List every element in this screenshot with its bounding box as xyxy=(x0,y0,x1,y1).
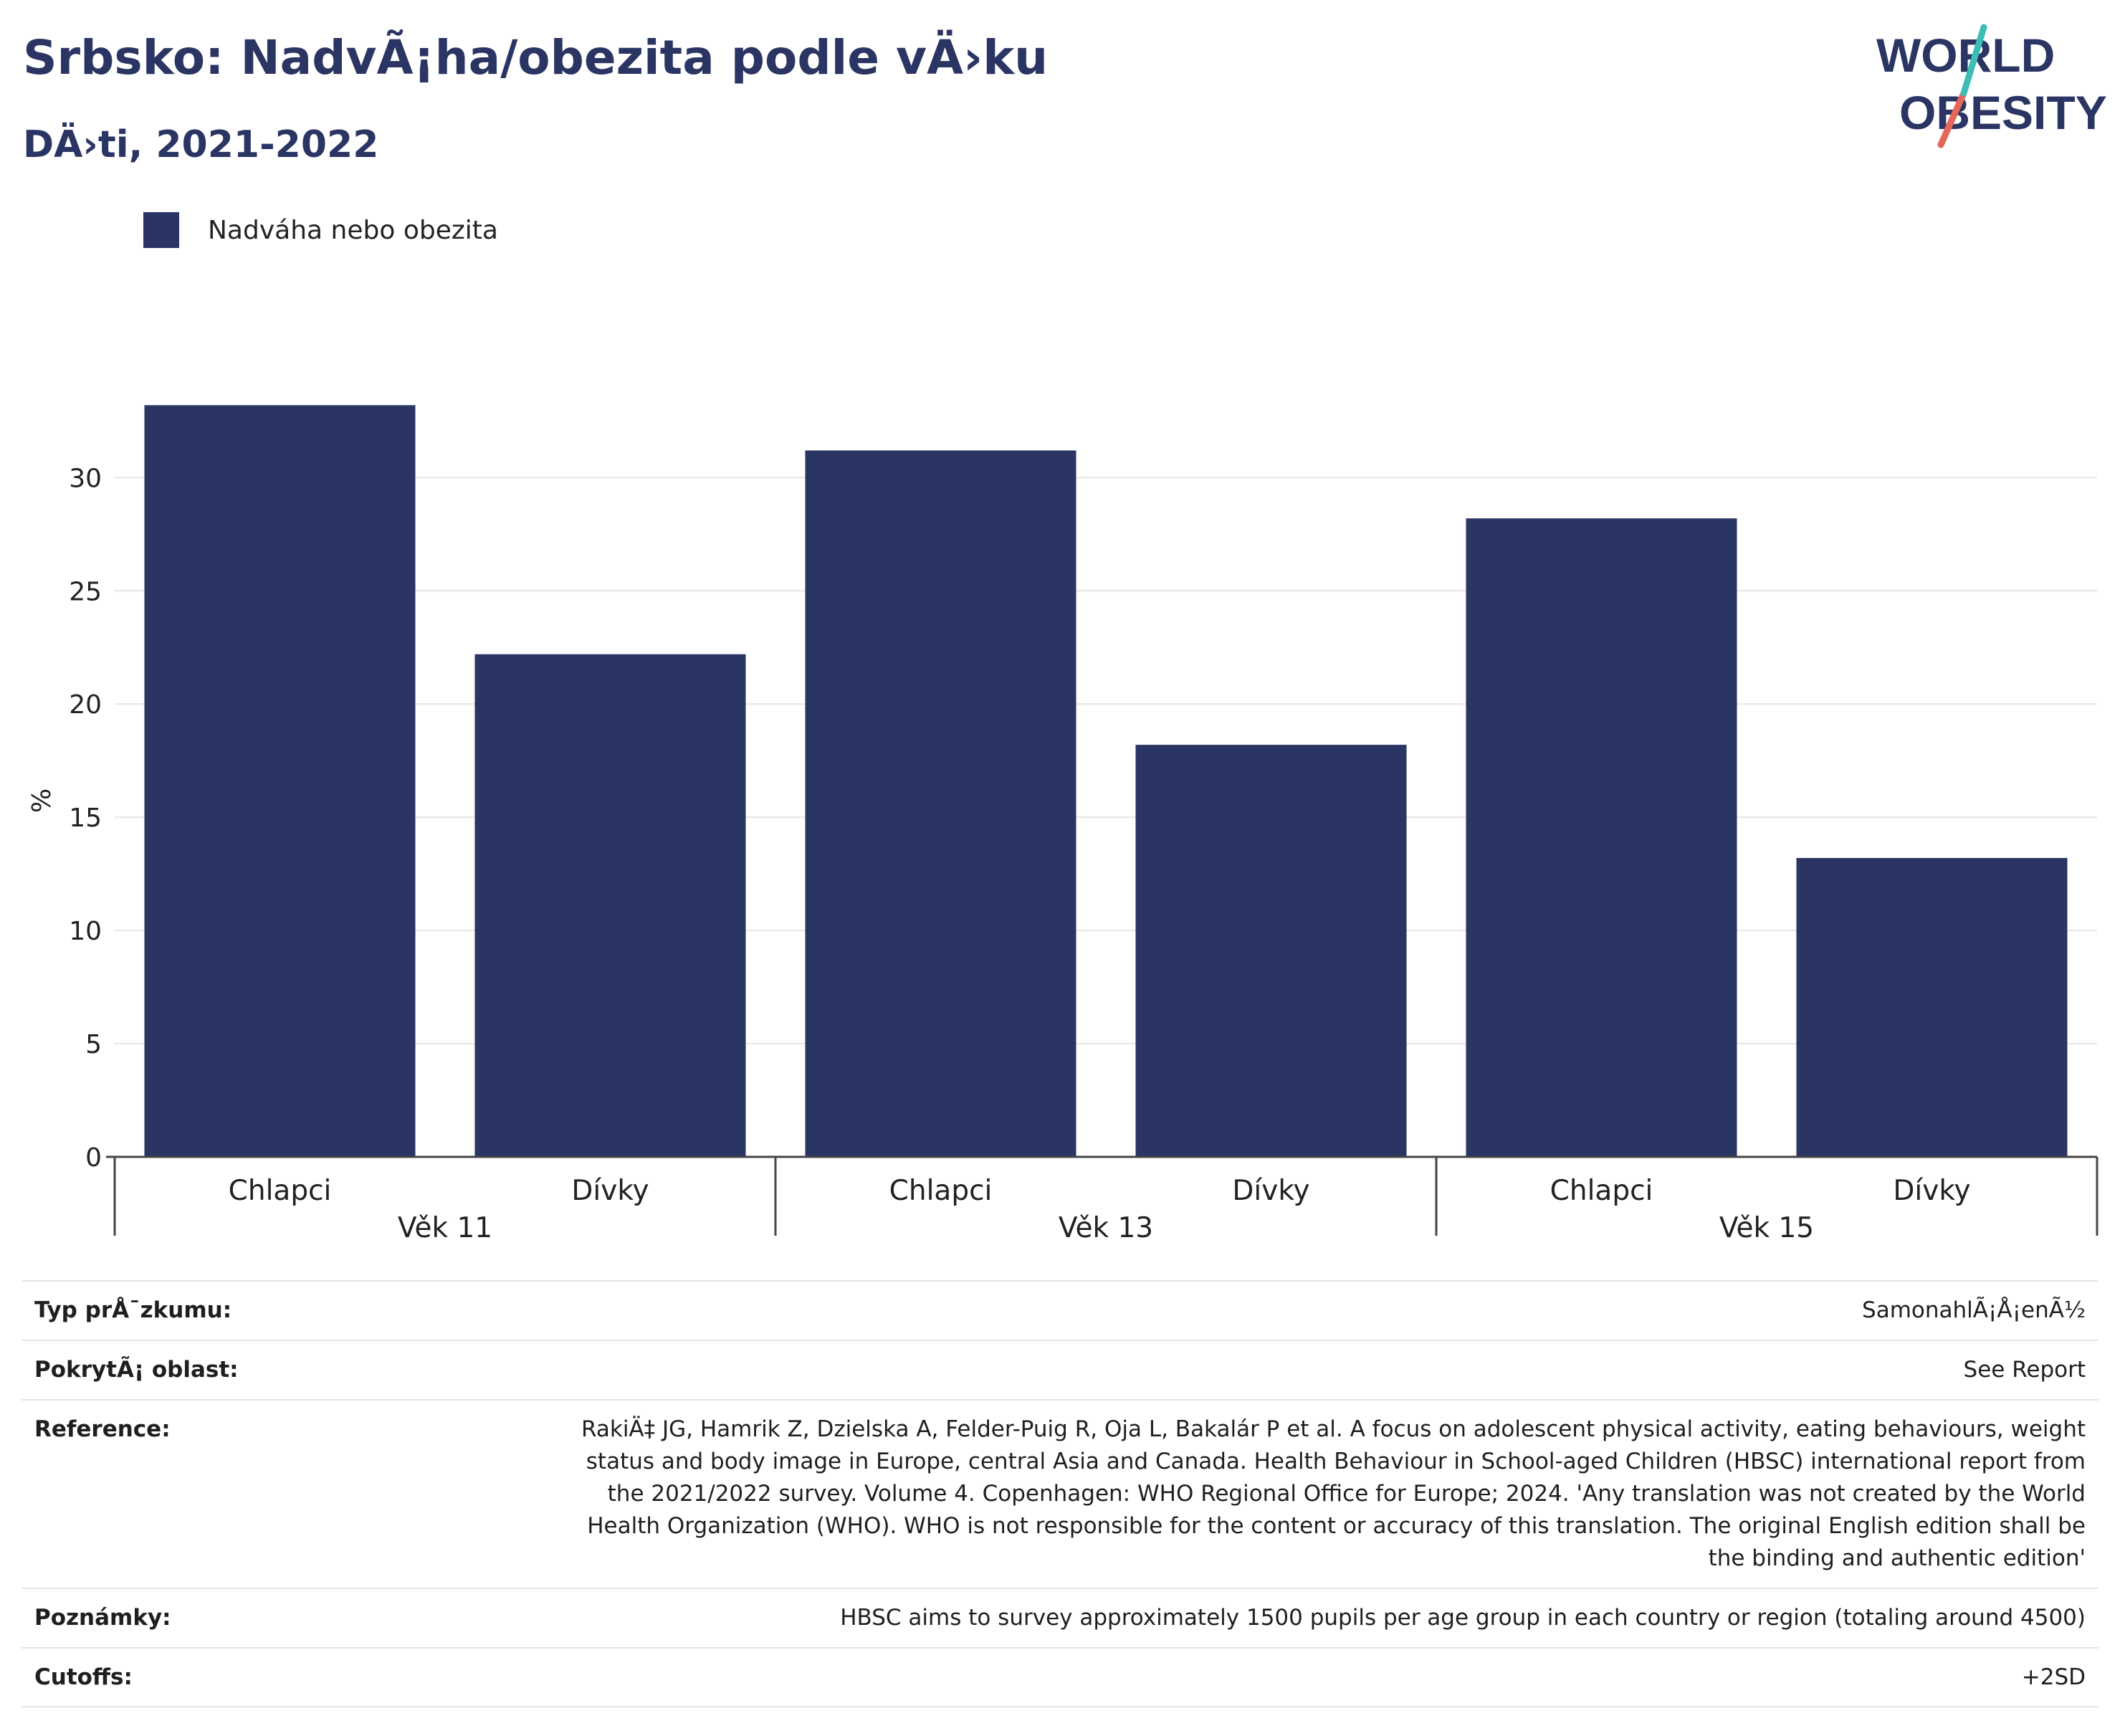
logo-line-2: OBESITY xyxy=(1899,86,2107,139)
y-tick-label: 15 xyxy=(69,803,102,833)
legend-label: Nadváha nebo obezita xyxy=(208,215,498,245)
bar xyxy=(1796,858,2068,1157)
x-category-label: Chlapci xyxy=(1550,1175,1653,1207)
bar xyxy=(1135,745,1407,1157)
info-key: PokrytÃ¡ oblast: xyxy=(22,1339,549,1400)
info-value: SamonahlÃ¡Å¡enÃ½ xyxy=(549,1280,2098,1340)
bar-chart: 0 5 10 15 20 25 30% Chlapci Dívky Chlapci Dívky Chl… xyxy=(27,405,2098,1244)
info-key: Typ prÅ¯zkumu: xyxy=(22,1280,549,1340)
info-value: +2SD xyxy=(549,1646,2098,1708)
info-key: Poznámky: xyxy=(22,1587,549,1648)
y-tick-label: 0 xyxy=(85,1143,102,1173)
y-tick-label: 25 xyxy=(69,577,102,606)
info-key: Cutoffs: xyxy=(22,1646,549,1708)
info-row: Typ prÅ¯zkumu: SamonahlÃ¡Å¡enÃ½ xyxy=(22,1280,2098,1340)
x-category-label: Chlapci xyxy=(889,1175,993,1207)
info-row: PokrytÃ¡ oblast: See Report xyxy=(22,1339,2098,1400)
y-tick-label: 5 xyxy=(85,1030,102,1059)
info-table: Typ prÅ¯zkumu: SamonahlÃ¡Å¡enÃ½ PokrytÃ¡ o… xyxy=(22,1280,2098,1708)
legend: Nadváha nebo obezita xyxy=(143,212,498,248)
logo-stroke-red xyxy=(1937,90,1967,148)
info-value: See Report xyxy=(549,1339,2098,1400)
y-tick-label: 20 xyxy=(69,690,102,720)
x-category-label: Chlapci xyxy=(229,1175,332,1207)
info-value: RakiÄ‡ JG, Hamrik Z, Dzielska A, Felder-… xyxy=(549,1398,2098,1588)
logo-stroke-teal xyxy=(1960,24,1987,97)
y-tick-label: 30 xyxy=(69,464,102,493)
bar xyxy=(144,405,416,1158)
y-tick-label: 10 xyxy=(69,917,102,946)
info-row: Cutoffs: +2SD xyxy=(22,1646,2098,1708)
bar xyxy=(474,654,746,1157)
x-group-label: Věk 15 xyxy=(1719,1212,1814,1244)
x-group-label: Věk 11 xyxy=(398,1212,492,1244)
x-category-label: Dívky xyxy=(1893,1175,1970,1207)
bar xyxy=(1466,518,1737,1157)
x-category-label: Dívky xyxy=(1232,1175,1309,1207)
info-row: Poznámky: HBSC aims to survey approximate… xyxy=(22,1587,2098,1648)
info-row: Reference: RakiÄ‡ JG, Hamrik Z, Dzielska … xyxy=(22,1398,2098,1588)
chart-title: Srbsko: NadvÃ¡ha/obezita podle vÄ›ku xyxy=(23,30,1049,85)
x-category-label: Dívky xyxy=(571,1175,649,1207)
legend-swatch xyxy=(143,212,179,248)
bar xyxy=(805,450,1076,1157)
info-key: Reference: xyxy=(22,1398,549,1588)
chart-subtitle: DÄ›ti, 2021-2022 xyxy=(23,123,379,166)
x-group-label: Věk 13 xyxy=(1059,1212,1153,1244)
y-axis-label: % xyxy=(27,788,57,813)
info-value: HBSC aims to survey approximately 1500 p… xyxy=(549,1587,2098,1648)
world-obesity-logo: WORLD OBESITY xyxy=(1876,24,2107,148)
logo-line-1: WORLD xyxy=(1876,29,2055,82)
